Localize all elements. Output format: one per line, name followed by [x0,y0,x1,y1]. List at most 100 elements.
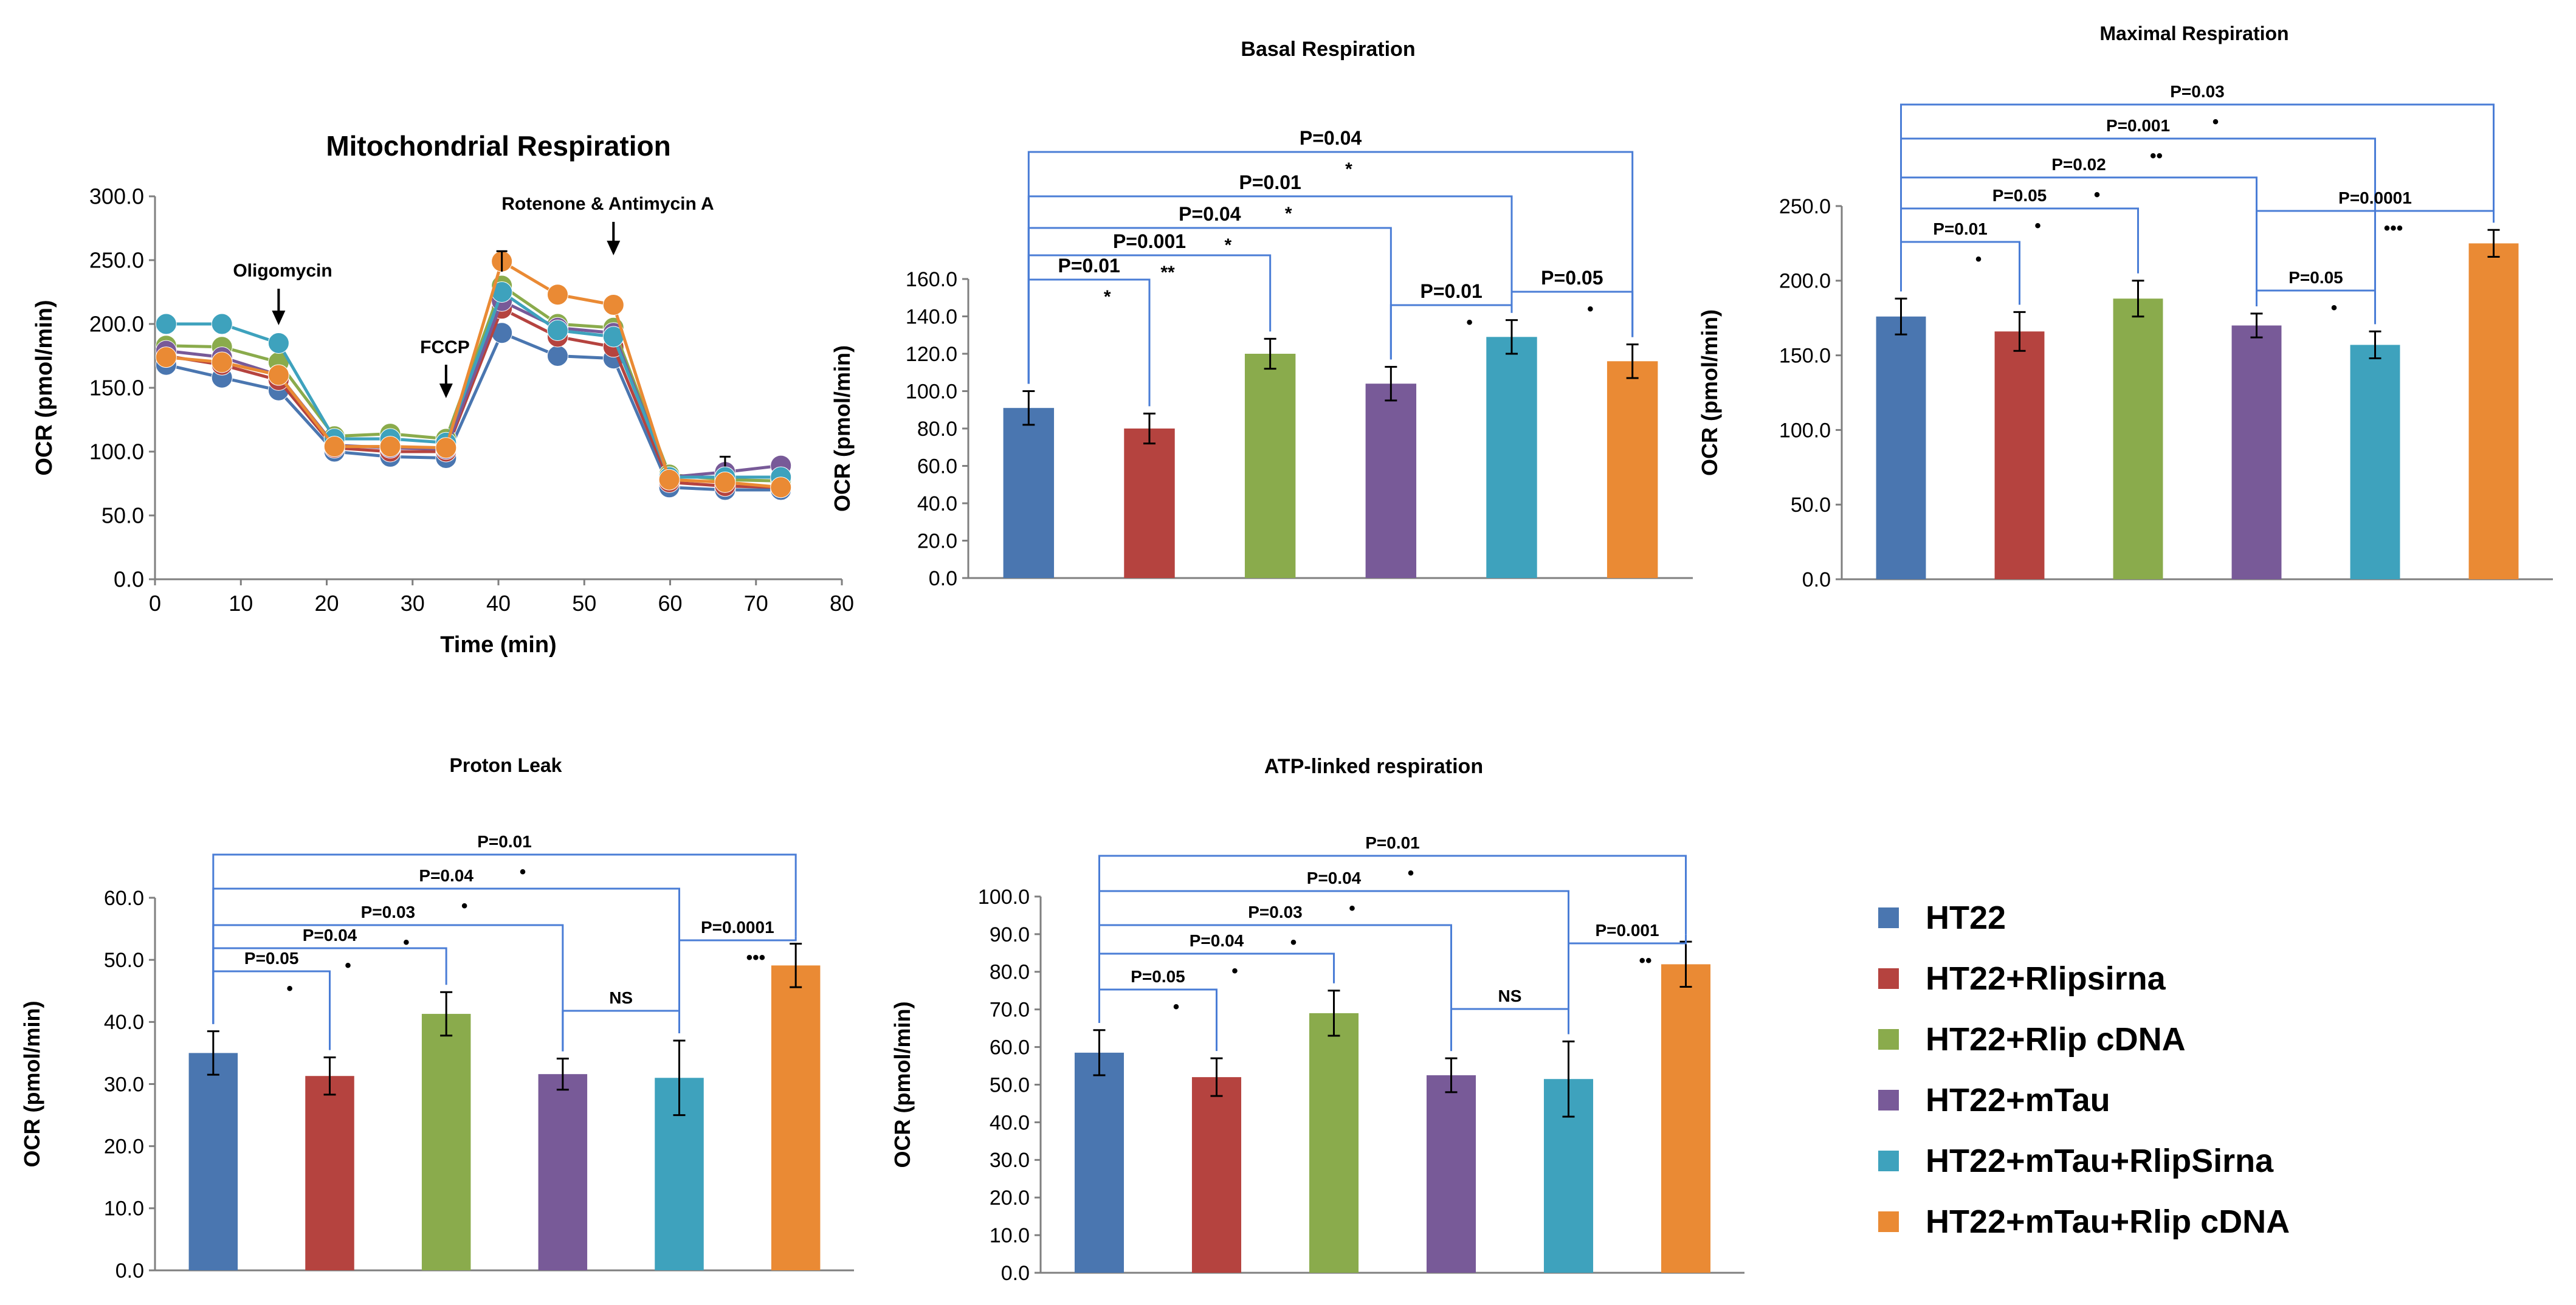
significance-marker: • [1975,249,1982,269]
y-tick-label: 200.0 [1779,270,1831,293]
significance-marker: • [345,956,351,976]
significance-marker: •• [1639,951,1651,971]
y-tick-label: 100.0 [906,380,957,403]
significance-marker: * [1224,235,1231,255]
x-tick-label: 40 [486,591,511,616]
bar [2350,345,2400,579]
y-tick-label: 300.0 [89,184,144,209]
bar [1365,384,1417,578]
y-tick-label: 10.0 [990,1224,1030,1247]
bar [538,1074,588,1270]
bar [305,1076,354,1270]
x-tick-label: 70 [744,591,768,616]
p-value-label: P=0.05 [1541,267,1603,289]
y-tick-label: 60.0 [917,455,957,478]
significance-marker: • [1408,863,1414,883]
p-value-label: P=0.001 [2106,116,2170,135]
data-point [546,345,568,367]
bar [1244,354,1296,578]
significance-marker: • [1173,997,1180,1017]
data-point [155,346,177,368]
y-tick-label: 20.0 [990,1186,1030,1210]
annotation-arrowhead [272,311,286,325]
chart-title: Proton Leak [450,754,562,776]
significance-marker: • [403,932,410,952]
x-tick-label: 10 [229,591,253,616]
legend-label: HT22+mTau+Rlip cDNA [1926,1203,2290,1240]
significance-bracket [1098,924,1452,1052]
y-axis-label: OCR (pmol/min) [890,1002,915,1168]
legend-swatch-ht22-mtau-rlip-cdna [1878,1211,1899,1232]
bar [1124,429,1175,578]
y-tick-label: 50.0 [1791,494,1831,517]
legend: HT22 HT22+Rlipsirna HT22+Rlip cDNA HT22+… [1878,887,2290,1252]
significance-bracket [1568,934,1687,1035]
data-point [211,351,233,373]
line-chart-mitochondrial-respiration: Mitochondrial Respiration 0.0 50.0 100.0 150… [32,130,854,658]
y-tick-label: 50.0 [102,503,144,528]
significance-marker: • [2094,185,2101,205]
x-tick-label: 20 [314,591,339,616]
x-axis-label: Time (min) [440,632,556,658]
legend-item: HT22 [1878,887,2290,948]
y-tick-label: 70.0 [990,999,1030,1022]
significance-marker: • [2034,216,2041,236]
bar [2231,325,2282,579]
significance-bracket [2256,289,2376,325]
significance-bracket [678,936,797,1033]
chart-title: Mitochondrial Respiration [326,130,670,162]
data-point [155,313,177,335]
y-tick-label: 20.0 [104,1135,144,1159]
y-tick-label: 80.0 [917,418,957,441]
legend-label: HT22 [1926,900,2006,936]
y-tick-label: 60.0 [990,1036,1030,1059]
significance-bracket [1027,227,1392,384]
y-tick-label: 100.0 [1779,419,1831,442]
annotation-arrowhead [607,241,621,255]
p-value-label: NS [1498,986,1522,1005]
bar [1486,337,1537,578]
significance-bracket [1027,278,1151,407]
p-value-label: P=0.03 [2170,82,2225,101]
y-tick-label: 30.0 [104,1073,144,1096]
y-axis-label: OCR (pmol/min) [19,1001,44,1168]
p-value-label: P=0.001 [1113,230,1186,252]
data-point [435,437,457,459]
y-axis-label: OCR (pmol/min) [830,345,855,512]
significance-marker: • [1290,932,1297,952]
y-tick-label: 30.0 [990,1149,1030,1172]
significance-marker: • [2331,298,2338,318]
bar [2468,243,2519,579]
significance-marker: * [1104,287,1111,307]
bar [1074,1052,1124,1273]
legend-swatch-ht22-mtau [1878,1090,1899,1110]
y-tick-label: 40.0 [990,1111,1030,1134]
data-point [267,332,289,354]
y-tick-label: 0.0 [1001,1262,1030,1285]
legend-item: HT22+Rlip cDNA [1878,1009,2290,1070]
significance-marker: •• [2150,146,2163,166]
data-point [211,313,233,335]
x-tick-label: 30 [401,591,425,616]
legend-swatch-ht22-rlipsirna [1878,968,1899,989]
data-point [546,320,568,341]
data-point [267,364,289,386]
y-tick-label: 40.0 [917,492,957,515]
bar [421,1014,471,1270]
legend-swatch-ht22 [1878,907,1899,928]
legend-swatch-ht22-mtau-rlipsirna [1878,1151,1899,1171]
legend-label: HT22+mTau [1926,1082,2110,1118]
data-point [658,469,680,491]
p-value-label: P=0.04 [1300,127,1362,149]
significance-marker: • [2213,112,2219,132]
data-point [379,436,401,458]
bar [1607,361,1658,578]
legend-label: HT22+Rlip cDNA [1926,1021,2186,1058]
data-point [602,294,624,315]
y-tick-label: 100.0 [978,886,1030,909]
data-point [323,436,345,458]
significance-bracket [1027,151,1634,384]
annotation-label: Rotenone & Antimycin A [501,194,714,214]
legend-label: HT22+mTau+RlipSirna [1926,1143,2274,1179]
significance-bracket [1900,241,2020,305]
